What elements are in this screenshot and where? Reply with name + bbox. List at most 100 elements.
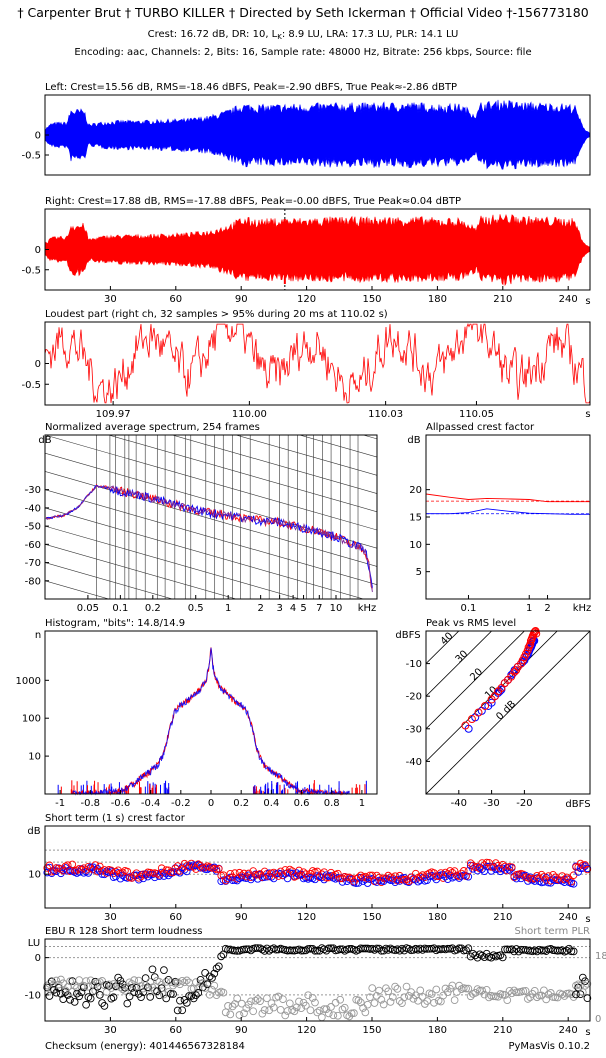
x-tick-label: -0.6 [111,798,131,809]
crest-right-point [565,875,573,883]
loudness-point [212,964,221,973]
spectrum-grid [45,435,377,599]
plr-point [482,985,491,994]
plr-point [233,994,242,1003]
y-tick-label: 1000 [16,676,41,687]
loudness-point [464,944,473,953]
crest-right-point [91,861,99,869]
x-tick-label: 0.4 [263,798,279,809]
plr-point [327,1003,335,1011]
loudness-point [576,990,585,999]
loudness-point [107,994,116,1003]
crest-left-point [363,879,372,887]
right-point [532,629,541,638]
plr-point [52,976,61,985]
plr-point [544,990,553,999]
diagonal-label: 40 [439,631,456,648]
plr-point [329,1011,338,1020]
x-tick-label: 110.00 [232,409,267,420]
x-tick-label: 90 [235,1025,248,1036]
loudness-point [164,976,173,984]
slope-line [45,544,238,599]
crest-right-point [373,871,381,880]
loudness-point [77,988,86,997]
y-tick-label: 10 [28,752,41,763]
left-point [487,698,496,707]
spectrum-plot: -30 -40 -50 -60 -70 -80 0.05 0.1 0.2 0.5 1 2 3 4 5 7 10 k… [25,434,378,614]
crest-left-point [478,865,486,873]
plr-point [86,976,95,985]
loudest-line [44,323,591,404]
loudness-point [455,944,464,953]
allpass-plot: 20 15 10 5 0.1 1 2 kHz [409,434,591,614]
plr-point [368,984,377,992]
plr-point [521,987,530,995]
plr-point [384,987,393,996]
ebu-subtitle: Short term PLR [515,926,591,937]
plr-point [464,984,473,993]
loudness-point [306,944,315,953]
crest-left-point [254,875,262,883]
x-tick-label: 4 [290,603,296,614]
plr-point [235,1011,244,1019]
plr-point [583,979,592,988]
loudness-point [43,983,52,992]
crest-right-point [405,877,413,885]
x-tick-label: 240 [559,1025,578,1036]
x-tick-label: 210 [493,1025,512,1036]
loudness-point [194,989,203,997]
x-tick-label: 109.97 [96,409,131,420]
slope-line [107,435,377,513]
slope-line [45,507,365,599]
plot-frame [44,630,378,795]
crest-right-point [395,871,404,880]
x-tick-label: 0 [208,798,214,809]
slope-line [171,435,377,494]
version-text: PyMasVis 0.10.2 [508,1041,590,1052]
loudness-point [247,946,255,955]
plr-point [228,1002,237,1011]
y-tick-label: 0 [35,131,41,142]
plr-point [162,978,171,986]
crest-left-point [180,866,189,874]
loudness-point [379,946,388,955]
report-encoding: Encoding: aac, Channels: 2, Bits: 16, Sa… [74,47,531,58]
loudness-point [304,945,312,953]
crest-left-point [494,865,502,873]
crest-left-point [464,873,473,881]
plr-point [334,1011,342,1020]
x-tick-label: 110.03 [368,409,403,420]
plr-point [439,991,448,1000]
plr-point [416,986,425,995]
y-tick-label: -0.5 [21,265,41,276]
loudness-point [462,946,470,955]
x-tick-label: 30 [104,294,117,305]
loudness-point [125,992,134,1001]
y-tick-label: -0.5 [21,380,41,391]
crest-right-point [334,869,342,878]
plr-point [260,1006,269,1014]
x-tick-label: 90 [235,912,248,923]
waveform-right: 0 -0.5 30 60 90 120 150 180 210 240 s [21,208,591,307]
plr-point [313,1008,322,1017]
loudness-point [510,947,518,956]
x-tick-label: -20 [516,798,532,809]
loudness-point [70,998,79,1006]
crest-plot: 10 30 60 90 120 150 180 210 240 s [28,825,592,925]
loudness-point [146,993,155,1001]
crest-right-point [155,871,164,879]
waveform-left: 0 -0.5 [21,94,591,176]
x-tick-label: 7 [316,603,322,614]
plr-point [276,1006,285,1014]
x-tick-label: -0.2 [171,798,191,809]
crest-right-point [450,867,459,875]
plr-point [226,1010,235,1019]
ebu-ylabel: LU [28,938,40,949]
plr-point [208,985,216,994]
loudness-point [144,983,152,992]
plr-point [338,1005,347,1014]
plr-point [361,1008,370,1017]
y-tick-label: 0 [35,359,41,370]
plr-point [402,982,411,991]
crest-left-point [574,868,582,876]
